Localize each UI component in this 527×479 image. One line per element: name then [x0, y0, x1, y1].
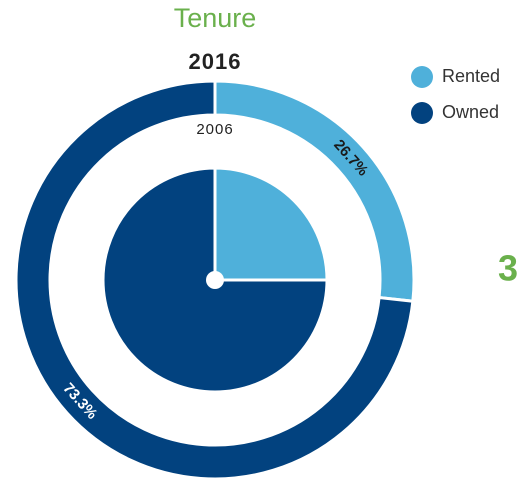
outer-series-name: 2016 [189, 49, 242, 74]
slice [213, 166, 329, 282]
legend-label: Owned [442, 102, 499, 122]
center-dot [206, 271, 224, 289]
legend-label: Rented [442, 66, 500, 86]
inner-series-name: 2006 [196, 121, 233, 138]
chart-title: Tenure [174, 3, 257, 33]
legend-swatch [411, 66, 433, 88]
legend-swatch [411, 102, 433, 124]
annotation: 3 [498, 248, 518, 289]
